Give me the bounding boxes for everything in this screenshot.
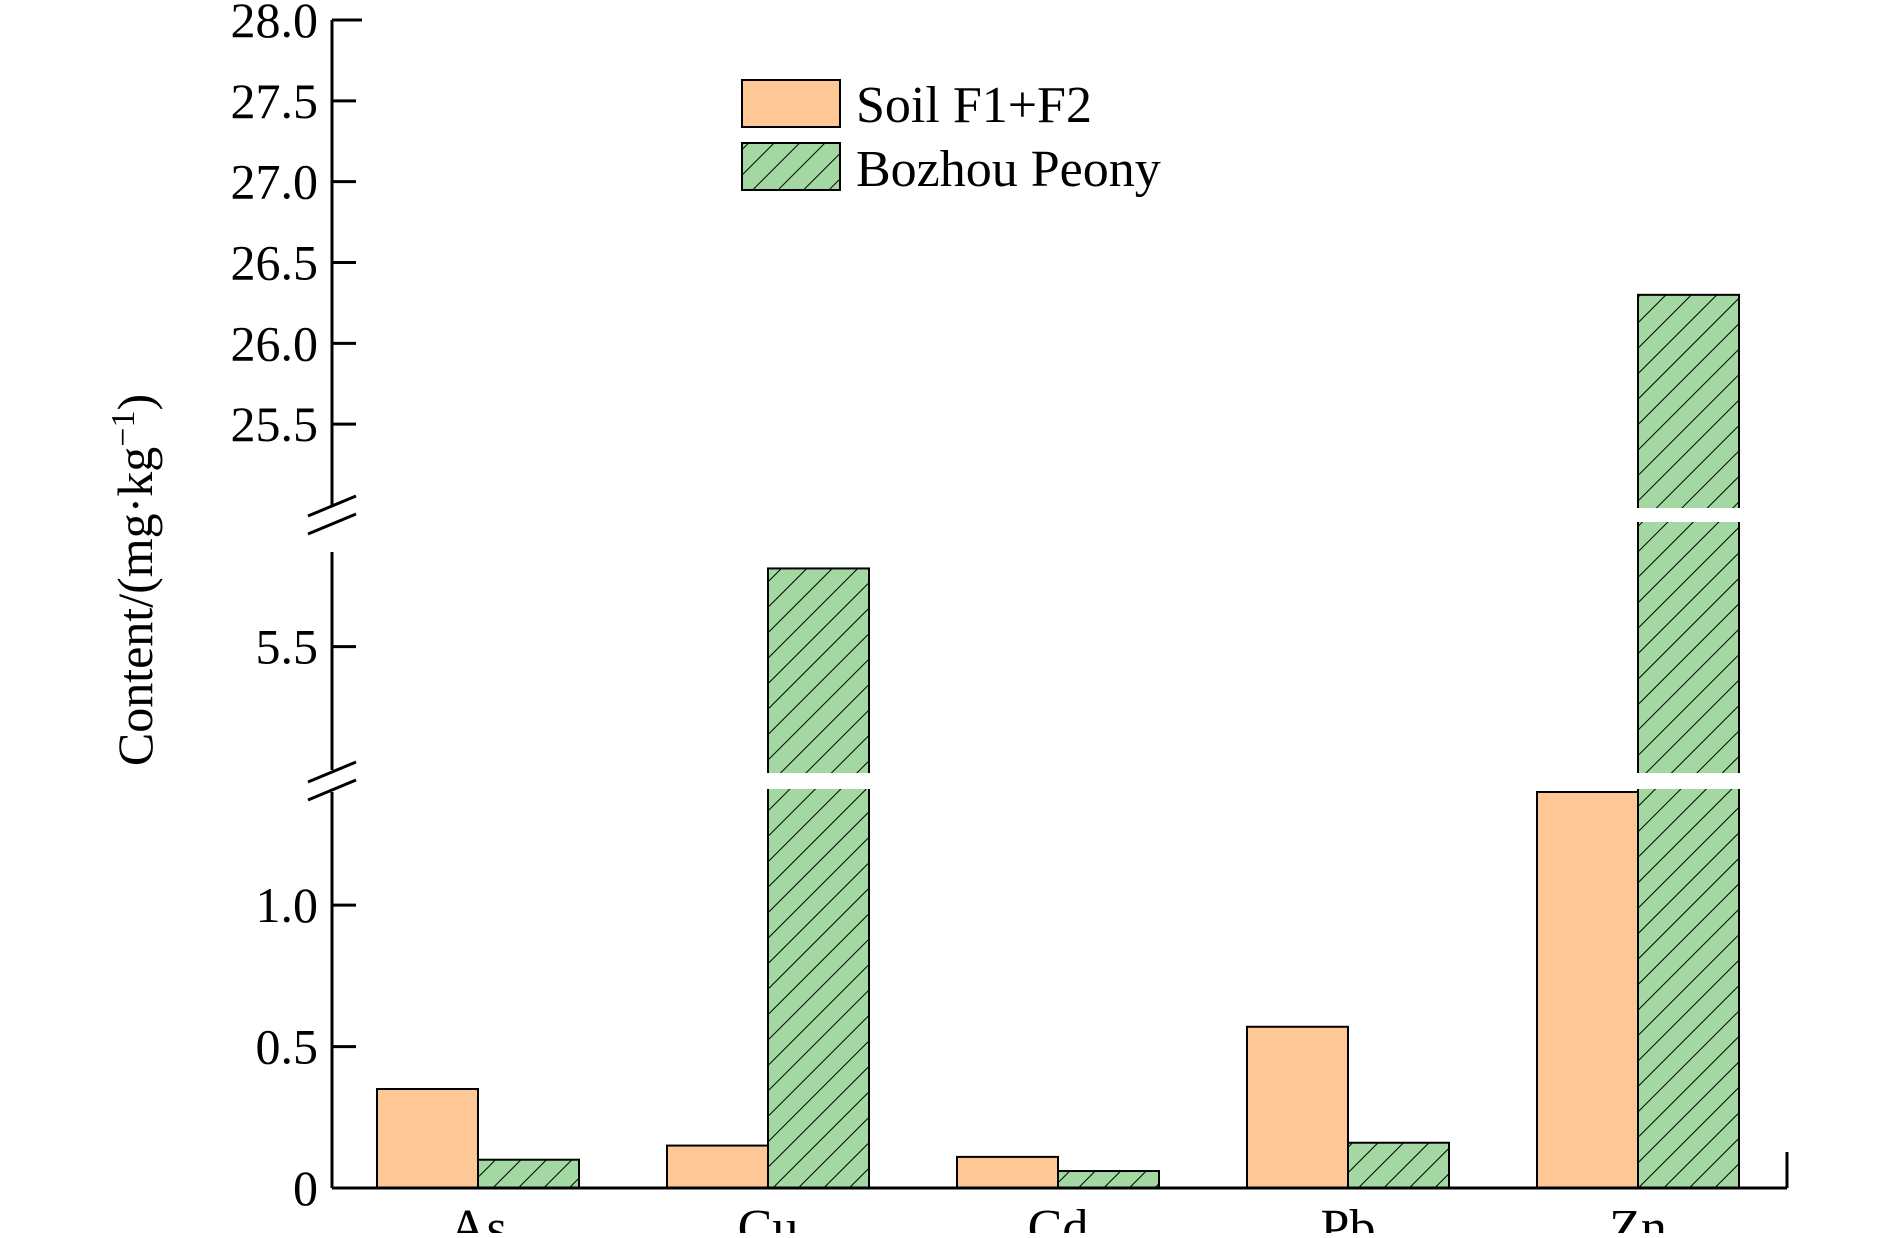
bar-cd-peony <box>1057 1170 1160 1189</box>
x-tick-label-zn: Zn <box>1609 1200 1667 1233</box>
x-tick-label-pb: Pb <box>1321 1200 1376 1233</box>
y-tick-label-2-1: 26.0 <box>231 315 319 371</box>
y-tick-label-1-0: 5.5 <box>256 619 319 675</box>
axes <box>307 18 1789 1190</box>
y-tick-label-2-5: 28.0 <box>231 0 319 48</box>
y-axis-title-superscript: −1 <box>105 411 142 447</box>
y-tick-label-2-3: 27.0 <box>231 154 319 210</box>
legend-swatch-peony <box>741 142 841 191</box>
bar-cu-peony <box>767 567 870 1189</box>
bar-as-peony <box>477 1158 580 1189</box>
x-tick-label-cd: Cd <box>1028 1200 1089 1233</box>
y-tick-label-0-1: 0.5 <box>256 1019 319 1075</box>
axis-break-gap-1 <box>336 508 1781 522</box>
bar-as-soil <box>376 1088 479 1189</box>
y-tick-label-2-0: 25.5 <box>231 396 319 452</box>
bar-pb-peony <box>1347 1141 1450 1189</box>
bar-cu-soil <box>666 1144 769 1189</box>
bars-layer <box>376 293 1740 1190</box>
x-tick-label-as: As <box>449 1200 507 1233</box>
y-tick-label-0-0: 0 <box>293 1160 318 1216</box>
y-axis-title-close: ) <box>107 394 163 411</box>
legend: Soil F1+F2 Bozhou Peony <box>741 77 1161 198</box>
y-tick-label-2-4: 27.5 <box>231 73 319 129</box>
legend-swatch-soil <box>741 79 841 128</box>
bar-cd-soil <box>956 1155 1059 1190</box>
legend-label-peony: Bozhou Peony <box>856 141 1161 198</box>
bar-zn-soil <box>1536 791 1639 1189</box>
y-tick-label-0-2: 1.0 <box>256 877 319 933</box>
bar-zn-peony <box>1637 293 1740 1190</box>
bar-pb-soil <box>1246 1025 1349 1190</box>
axis-break-mark-1-0 <box>307 494 357 518</box>
labels: Content/(mg·kg−1) As Cu Cd Pb Zn 0 0.5 1.0 5.5 25… <box>105 0 1667 1238</box>
x-tick-label-cu: Cu <box>738 1200 799 1233</box>
axis-break-mark-0-0 <box>307 760 357 784</box>
axis-break-mark-1-1 <box>307 512 357 536</box>
y-tick-label-2-2: 26.5 <box>231 235 319 291</box>
axis-break-mark-0-1 <box>307 778 357 802</box>
legend-label-soil: Soil F1+F2 <box>856 77 1092 134</box>
axis-break-gap-0 <box>336 773 1781 789</box>
y-axis-title: Content/(mg·kg−1) <box>105 394 163 766</box>
